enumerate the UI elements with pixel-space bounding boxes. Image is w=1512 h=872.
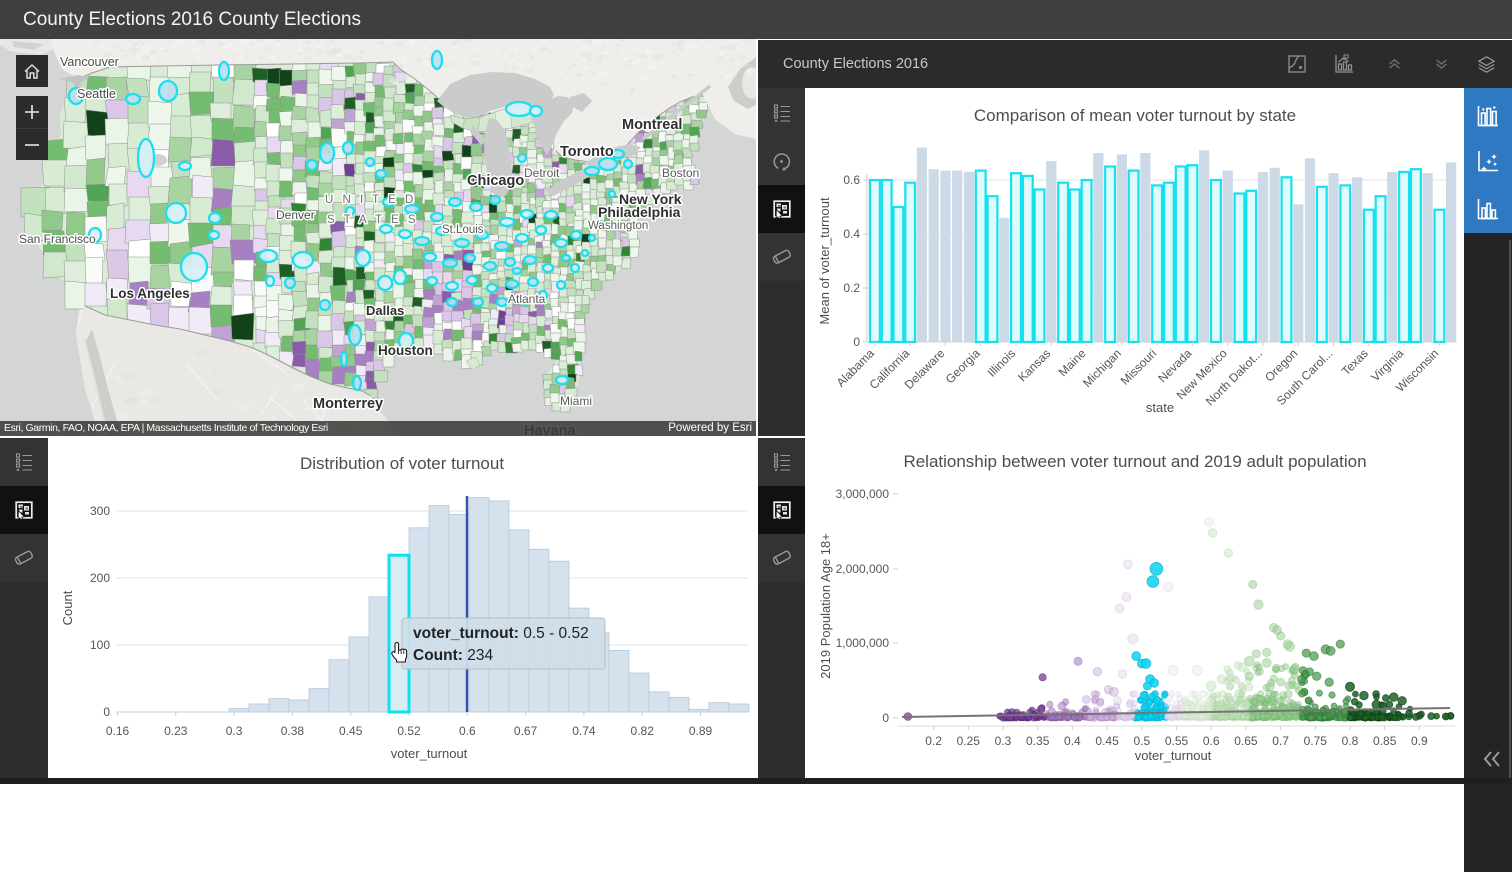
svg-text:St.Louis: St.Louis xyxy=(442,224,484,236)
svg-text:0.65: 0.65 xyxy=(1234,734,1258,748)
svg-text:voter_turnout: voter_turnout xyxy=(391,746,468,761)
svg-text:2019 Population Age 18+: 2019 Population Age 18+ xyxy=(818,533,833,679)
svg-text:0.55: 0.55 xyxy=(1165,734,1189,748)
svg-text:0.3: 0.3 xyxy=(226,724,243,738)
svg-text:0: 0 xyxy=(882,711,889,725)
svg-text:Washington: Washington xyxy=(588,220,648,232)
svg-text:200: 200 xyxy=(90,571,110,585)
svg-text:100: 100 xyxy=(90,638,110,652)
svg-text:S T A T E S: S T A T E S xyxy=(327,214,419,226)
svg-text:0.7: 0.7 xyxy=(1272,734,1289,748)
svg-text:0.35: 0.35 xyxy=(1026,734,1050,748)
svg-text:0.6: 0.6 xyxy=(459,724,476,738)
svg-text:0.4: 0.4 xyxy=(843,227,860,241)
svg-text:0.5: 0.5 xyxy=(1133,734,1150,748)
svg-text:0.89: 0.89 xyxy=(689,724,713,738)
svg-text:0.16: 0.16 xyxy=(106,724,130,738)
svg-text:0.25: 0.25 xyxy=(957,734,981,748)
svg-text:0.82: 0.82 xyxy=(631,724,655,738)
svg-text:Monterrey: Monterrey xyxy=(313,396,383,412)
svg-text:Count: 234: Count: 234 xyxy=(413,647,493,664)
svg-text:Detroit: Detroit xyxy=(524,166,560,180)
svg-text:San Francisco: San Francisco xyxy=(19,232,96,246)
svg-text:Relationship between voter tur: Relationship between voter turnout and 2… xyxy=(903,452,1366,471)
svg-text:0.4: 0.4 xyxy=(1064,734,1081,748)
svg-text:0.45: 0.45 xyxy=(339,724,363,738)
svg-text:0.74: 0.74 xyxy=(572,724,596,738)
svg-text:Toronto: Toronto xyxy=(560,144,614,160)
svg-text:0.52: 0.52 xyxy=(397,724,421,738)
svg-text:Philadelphia: Philadelphia xyxy=(598,204,681,220)
svg-text:0.75: 0.75 xyxy=(1304,734,1328,748)
svg-text:Chicago: Chicago xyxy=(467,173,524,189)
svg-text:0.2: 0.2 xyxy=(925,734,942,748)
svg-text:0.23: 0.23 xyxy=(164,724,188,738)
svg-text:0.85: 0.85 xyxy=(1373,734,1397,748)
svg-text:0.38: 0.38 xyxy=(281,724,305,738)
svg-text:0.8: 0.8 xyxy=(1342,734,1359,748)
svg-text:Seattle: Seattle xyxy=(77,87,116,101)
svg-text:voter_turnout: 0.5 - 0.52: voter_turnout: 0.5 - 0.52 xyxy=(413,625,589,642)
svg-text:300: 300 xyxy=(90,504,110,518)
svg-text:0.2: 0.2 xyxy=(843,281,860,295)
svg-text:New York: New York xyxy=(619,191,682,207)
svg-text:voter_turnout: voter_turnout xyxy=(1135,748,1212,763)
svg-text:0: 0 xyxy=(853,335,860,349)
svg-text:Atlanta: Atlanta xyxy=(508,292,546,306)
svg-text:0.6: 0.6 xyxy=(843,173,860,187)
svg-text:Montreal: Montreal xyxy=(622,117,682,133)
svg-text:0.45: 0.45 xyxy=(1095,734,1119,748)
svg-text:0.3: 0.3 xyxy=(995,734,1012,748)
svg-text:Comparison of mean voter turno: Comparison of mean voter turnout by stat… xyxy=(974,106,1296,125)
svg-text:0.6: 0.6 xyxy=(1203,734,1220,748)
svg-text:Distribution of voter turnout: Distribution of voter turnout xyxy=(300,454,504,473)
svg-text:2,000,000: 2,000,000 xyxy=(836,562,890,576)
svg-text:0: 0 xyxy=(103,705,110,719)
svg-text:Mean of voter_turnout: Mean of voter_turnout xyxy=(817,197,832,325)
svg-text:U N I T E D: U N I T E D xyxy=(325,194,416,206)
svg-text:Vancouver: Vancouver xyxy=(60,55,119,69)
svg-text:state: state xyxy=(1146,400,1174,415)
svg-text:3,000,000: 3,000,000 xyxy=(836,487,890,501)
svg-text:0.9: 0.9 xyxy=(1411,734,1428,748)
svg-text:0.67: 0.67 xyxy=(514,724,538,738)
svg-text:Los Angeles: Los Angeles xyxy=(110,286,190,301)
svg-text:Houston: Houston xyxy=(378,343,433,358)
svg-text:Miami: Miami xyxy=(560,394,592,408)
svg-text:Denver: Denver xyxy=(276,208,315,222)
svg-text:Dallas: Dallas xyxy=(366,303,404,318)
svg-text:Count: Count xyxy=(60,590,75,625)
svg-text:1,000,000: 1,000,000 xyxy=(836,636,890,650)
svg-text:Boston: Boston xyxy=(662,166,699,180)
